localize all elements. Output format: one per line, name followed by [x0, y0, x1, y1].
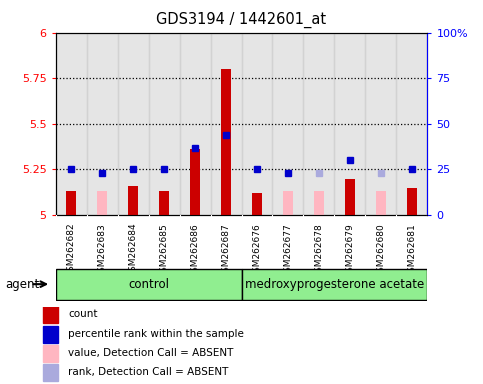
Text: GSM262679: GSM262679: [345, 223, 355, 278]
Bar: [180, 33, 211, 215]
Text: GSM262676: GSM262676: [253, 223, 261, 278]
Bar: [149, 33, 180, 215]
Bar: [283, 191, 293, 215]
FancyBboxPatch shape: [242, 269, 427, 300]
Text: GSM262681: GSM262681: [408, 223, 416, 278]
Bar: [86, 33, 117, 215]
Bar: [366, 33, 397, 215]
Bar: [221, 69, 231, 215]
Bar: [66, 191, 76, 215]
Bar: [252, 193, 262, 215]
Bar: [272, 33, 303, 215]
Bar: [43, 364, 58, 381]
Text: rank, Detection Call = ABSENT: rank, Detection Call = ABSENT: [69, 367, 229, 377]
Bar: [43, 326, 58, 343]
Bar: [376, 191, 386, 215]
Text: agent: agent: [5, 278, 39, 291]
Text: GSM262682: GSM262682: [67, 223, 75, 278]
Text: medroxyprogesterone acetate: medroxyprogesterone acetate: [245, 278, 424, 291]
Text: GSM262677: GSM262677: [284, 223, 293, 278]
Bar: [117, 33, 149, 215]
Bar: [158, 191, 170, 215]
Text: GSM262687: GSM262687: [222, 223, 230, 278]
Bar: [43, 345, 58, 362]
Bar: [56, 33, 86, 215]
Bar: [344, 179, 355, 215]
Text: GSM262686: GSM262686: [190, 223, 199, 278]
Text: GSM262680: GSM262680: [376, 223, 385, 278]
Bar: [97, 191, 107, 215]
Bar: [303, 33, 334, 215]
Text: GSM262684: GSM262684: [128, 223, 138, 278]
Bar: [334, 33, 366, 215]
Text: control: control: [128, 278, 169, 291]
Text: GDS3194 / 1442601_at: GDS3194 / 1442601_at: [156, 12, 327, 28]
Bar: [128, 186, 139, 215]
FancyBboxPatch shape: [56, 269, 242, 300]
Bar: [190, 149, 200, 215]
Text: GSM262685: GSM262685: [159, 223, 169, 278]
Text: value, Detection Call = ABSENT: value, Detection Call = ABSENT: [69, 348, 234, 358]
Bar: [242, 33, 272, 215]
Bar: [397, 33, 427, 215]
Bar: [211, 33, 242, 215]
Text: count: count: [69, 309, 98, 319]
Text: percentile rank within the sample: percentile rank within the sample: [69, 329, 244, 339]
Bar: [43, 306, 58, 323]
Bar: [313, 191, 325, 215]
Text: GSM262683: GSM262683: [98, 223, 107, 278]
Bar: [407, 188, 417, 215]
Text: GSM262678: GSM262678: [314, 223, 324, 278]
